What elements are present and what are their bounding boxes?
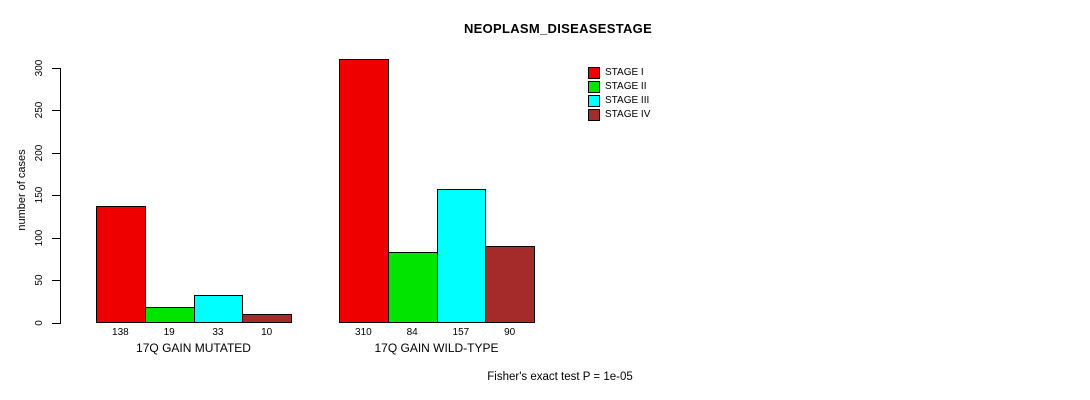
bar-value-label: 19 (163, 327, 175, 338)
y-tick-label: 50 (34, 274, 45, 286)
y-tick-label: 300 (34, 59, 45, 77)
bar-value-label: 84 (406, 327, 418, 338)
y-tick-label: 100 (34, 229, 45, 247)
legend-item-stage-ii: STAGE II (588, 80, 650, 94)
bar-stage-ii-17q-gain-mutated (144, 306, 195, 323)
bar-value-label: 157 (452, 327, 470, 338)
bar-value-label: 33 (212, 327, 224, 338)
bar-stage-iii-17q-gain-mutated (193, 294, 244, 323)
bar-value-label: 138 (112, 327, 129, 338)
legend-item-label: STAGE III (605, 95, 650, 106)
x-category-label-17q-gain-wild-type: 17Q GAIN WILD-TYPE (374, 341, 499, 355)
legend-item-label: STAGE I (605, 67, 644, 78)
legend-item-stage-iii: STAGE III (588, 94, 650, 108)
bar-stage-iv-17q-gain-mutated (242, 314, 292, 323)
y-axis-label: number of cases (16, 149, 28, 231)
legend-color-swatch (588, 81, 600, 93)
legend-color-swatch (588, 109, 600, 121)
y-tick-mark (52, 195, 60, 197)
x-category-label-17q-gain-mutated: 17Q GAIN MUTATED (136, 341, 251, 355)
footer-annotation: Fisher's exact test P = 1e-05 (487, 371, 633, 383)
bar-stage-i-17q-gain-mutated (96, 205, 146, 323)
y-tick-mark (52, 323, 60, 324)
legend-item-stage-iv: STAGE IV (588, 108, 650, 122)
y-tick-mark (52, 152, 60, 154)
bar-value-label: 310 (355, 327, 372, 338)
y-tick-mark (52, 280, 60, 282)
legend-item-label: STAGE IV (605, 109, 651, 120)
legend-item-stage-i: STAGE I (588, 66, 650, 80)
bar-value-label: 10 (261, 327, 273, 338)
y-tick-label: 0 (34, 320, 45, 326)
bar-stage-ii-17q-gain-wild-type (387, 251, 438, 323)
bar-stage-iv-17q-gain-wild-type (485, 246, 535, 323)
y-tick-mark (52, 110, 60, 112)
legend-color-swatch (588, 95, 600, 107)
legend-item-label: STAGE II (605, 81, 647, 92)
y-tick-mark (52, 237, 60, 239)
y-tick-label: 250 (34, 101, 45, 119)
bar-stage-iii-17q-gain-wild-type (436, 189, 487, 323)
bar-value-label: 90 (504, 327, 516, 338)
bar-stage-i-17q-gain-wild-type (339, 59, 389, 323)
legend: STAGE I STAGE II STAGE III STAGE IV (588, 66, 650, 122)
chart-title: NEOPLASM_DISEASESTAGE (463, 21, 653, 36)
y-axis-line (60, 67, 61, 324)
y-tick-label: 200 (34, 144, 45, 162)
legend-color-swatch (588, 67, 600, 79)
y-tick-mark (52, 67, 60, 69)
y-tick-label: 150 (34, 187, 45, 204)
